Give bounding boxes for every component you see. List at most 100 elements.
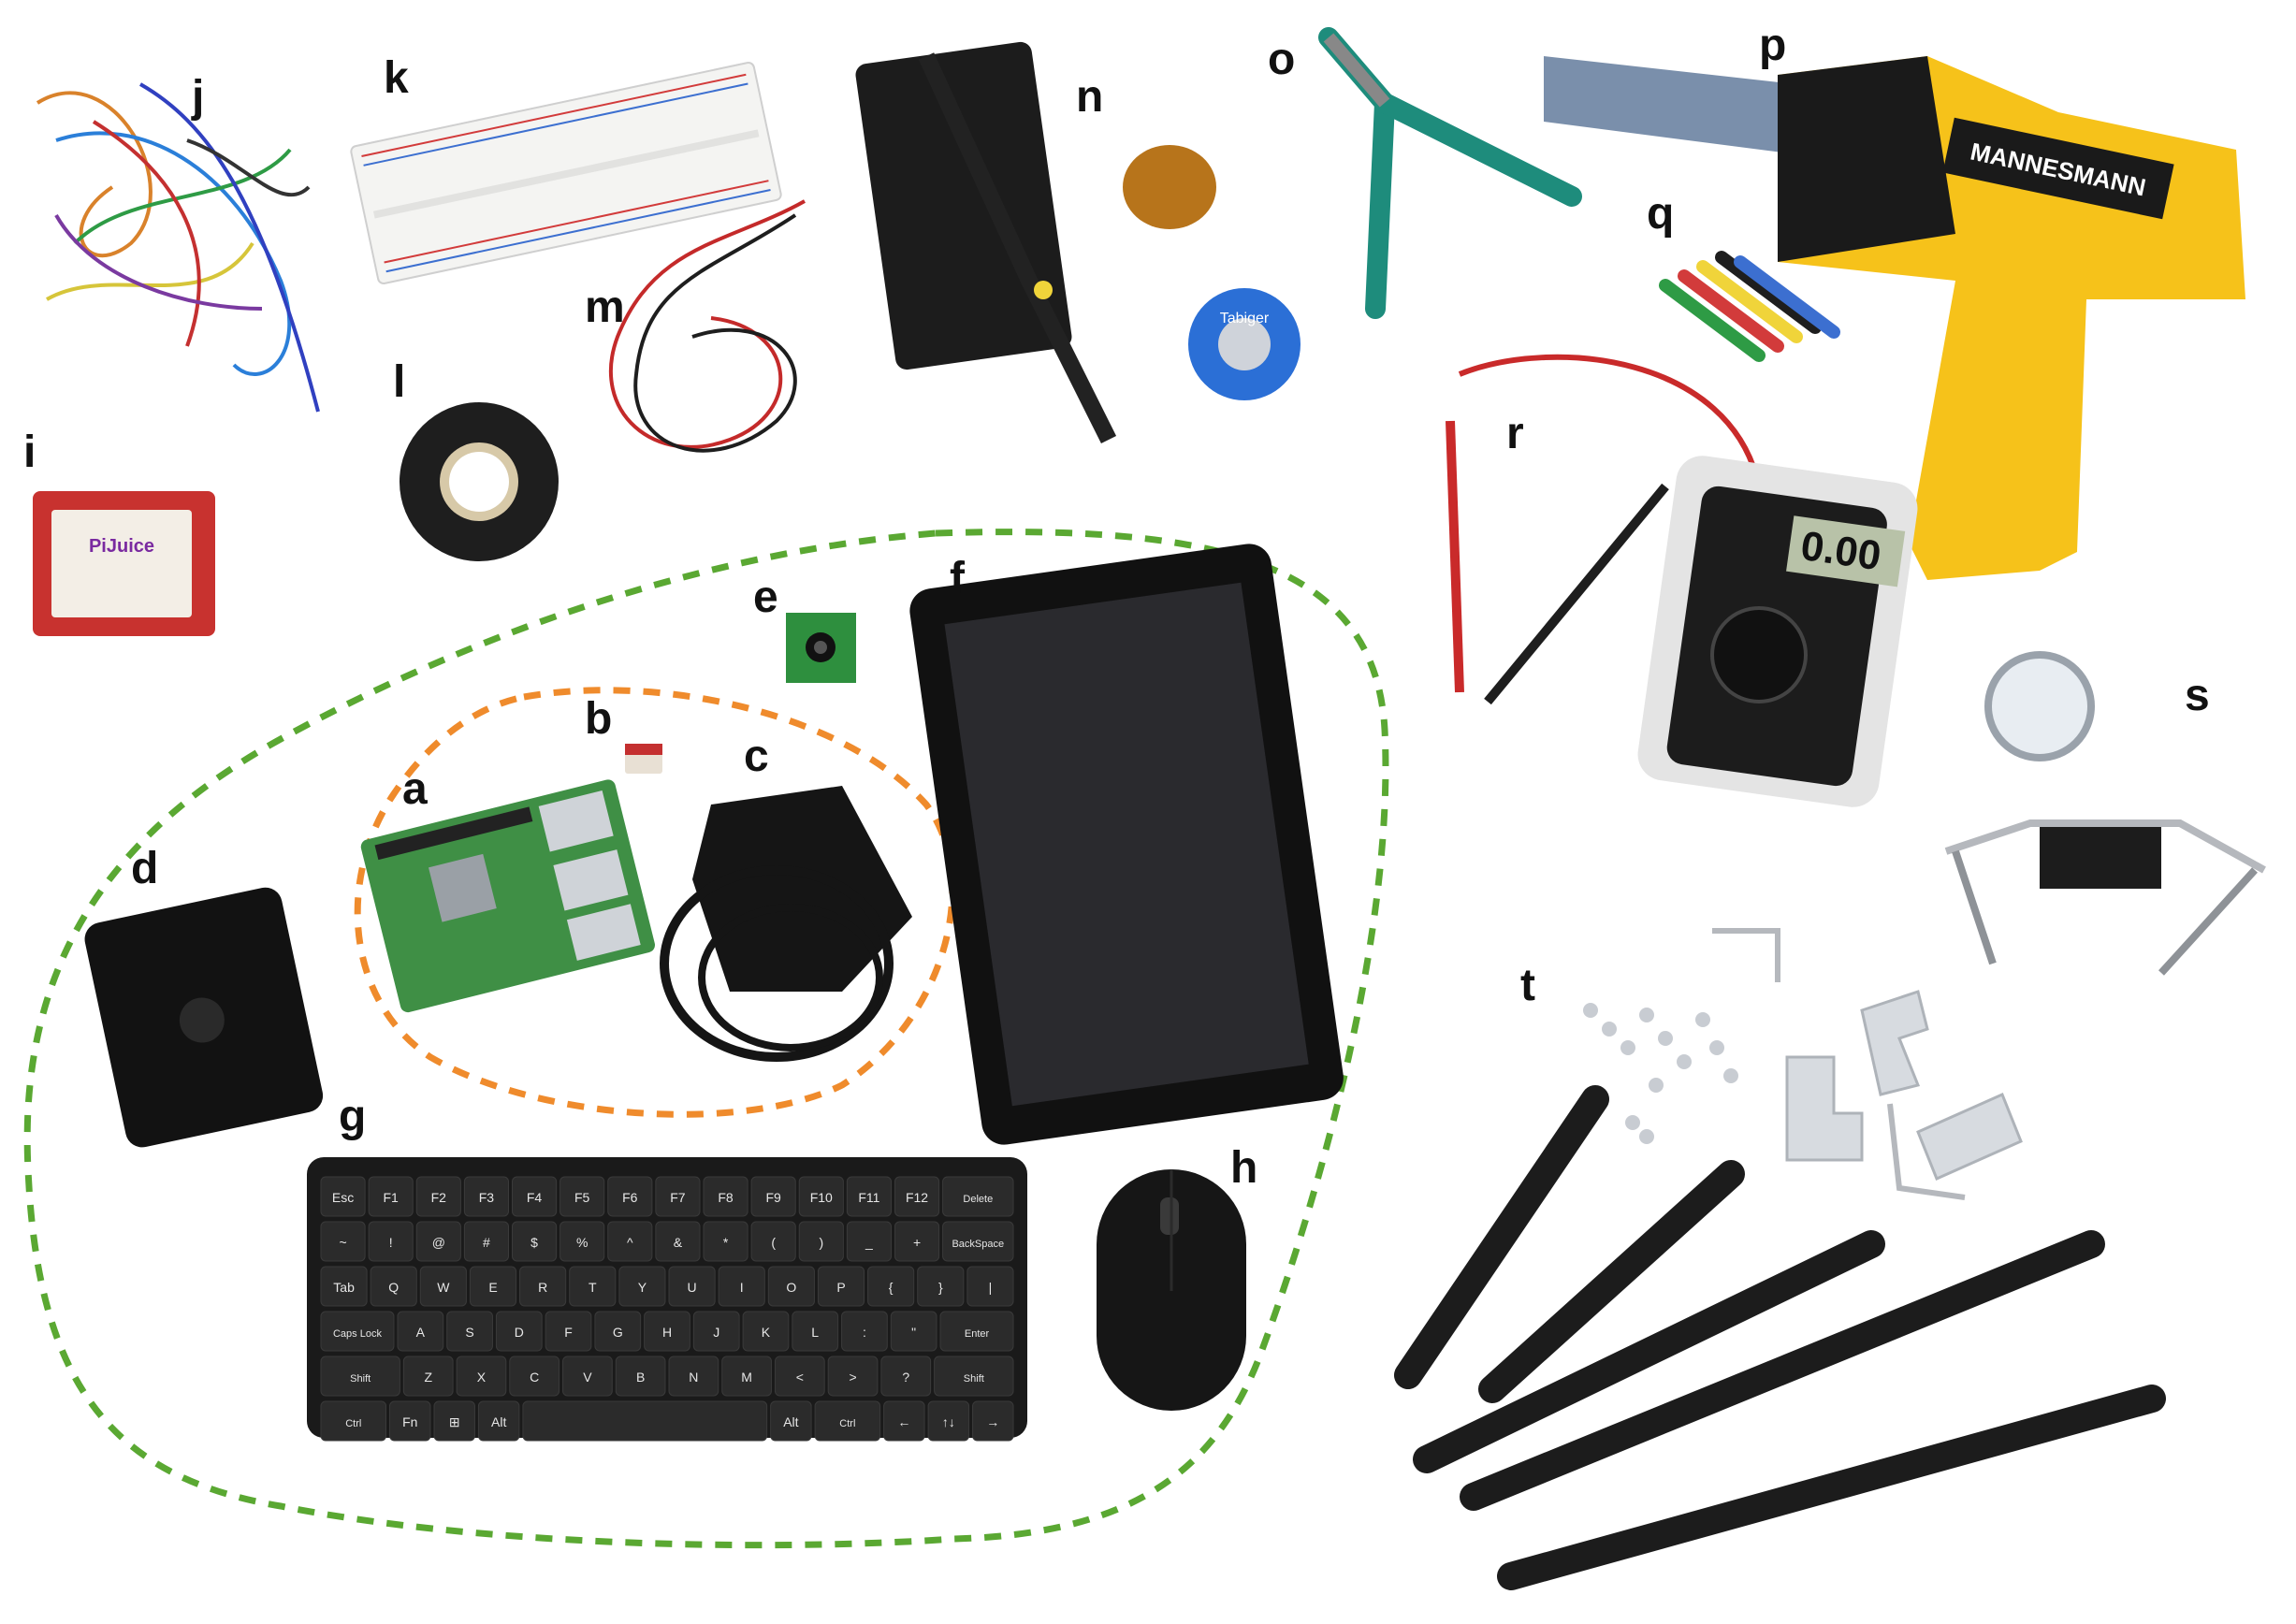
keyboard-key-label: Alt [783,1414,798,1429]
keyboard-key [742,1311,790,1352]
keyboard-key-label: $ [530,1235,538,1250]
keyboard-key [320,1266,368,1307]
keyboard-key [692,1311,740,1352]
screws [1583,1003,1738,1144]
label-n: n [1076,72,1104,122]
keyboard-key [618,1266,666,1307]
keyboard-key [846,1176,892,1217]
keyboard-key [817,1266,865,1307]
keyboard-key-label: Delete [963,1194,993,1205]
keyboard-key [419,1266,467,1307]
soldering-iron-stand [855,41,1216,444]
label-r: r [1506,409,1524,458]
keyboard-key-label: + [913,1235,921,1250]
keyboard-key [668,1356,719,1397]
keyboard-key-label: ← [897,1414,910,1429]
jumper-wires [36,82,320,413]
keyboard-key-label: # [483,1235,490,1250]
keyboard-key-label: ~ [339,1235,346,1250]
keyboard-key-label: C [530,1370,539,1385]
keyboard-key-label: F1 [384,1190,400,1205]
label-s: s [2185,671,2210,720]
electrical-tape [400,402,559,561]
keyboard-keys: Esc F1 F2 F3 F4 F5 F6 F7 F8 F9 F10 F11 F12 Delete ~! @ #… [320,1176,1014,1442]
keyboard-key [883,1400,925,1442]
keyboard-key-label: F8 [718,1190,734,1205]
label-c: c [744,732,769,781]
keyboard-key-label: ⊞ [449,1414,460,1429]
keyboard-key-label: Shift [964,1373,984,1385]
keyboard-key-label: F11 [858,1190,879,1205]
keyboard-key-label: N [689,1370,698,1385]
pijuice-text: PiJuice [89,536,154,557]
keyboard-key-label: O [786,1280,796,1295]
keyboard-key-label: D [515,1325,524,1340]
keyboard-key-label: } [938,1280,943,1295]
heat-gun: MANNESMANN [1544,56,2245,580]
keyboard-key [463,1221,509,1262]
micro-sd-card [625,744,662,774]
raspberry-pi-case [84,887,324,1148]
keyboard-key-label: H [662,1325,672,1340]
keyboard-key [770,1400,812,1442]
keyboard-key-label: Caps Lock [333,1328,382,1340]
cutting-pliers [1318,27,1582,319]
keyboard-key-label: Shift [350,1373,371,1385]
keyboard-key-label: ) [819,1235,823,1250]
keyboard-key [519,1266,567,1307]
keyboard-key [917,1266,965,1307]
keyboard-key [433,1400,475,1442]
label-g: g [339,1092,367,1141]
keyboard-key [942,1221,1014,1262]
keyboard-key [320,1221,366,1262]
keyboard-key [559,1221,605,1262]
keyboard-key-label: ( [771,1235,776,1250]
keyboard-key [890,1311,937,1352]
raspberry-pi-board [360,779,656,1013]
keyboard-key [446,1311,493,1352]
keyboard-key-label: & [674,1235,683,1250]
label-q: q [1647,189,1675,239]
keyboard-key [668,1266,716,1307]
keyboard-key [495,1311,543,1352]
keyboard-key [750,1221,796,1262]
keyboard-key [397,1311,444,1352]
keyboard-key-label: F3 [479,1190,495,1205]
keyboard-key-label: F2 [431,1190,447,1205]
mounting-brackets [1712,928,2023,1200]
label-k: k [384,53,409,103]
keyboard-key-label: | [989,1280,993,1295]
keyboard-key [402,1356,454,1397]
keyboard-key [511,1221,558,1262]
keyboard-key-label: Fn [402,1414,417,1429]
keyboard-key-label: Z [424,1370,432,1385]
keyboard-key-label: X [477,1370,487,1385]
label-a: a [402,764,428,814]
keyboard-key-label: T [589,1280,597,1295]
keyboard-key [607,1221,653,1262]
keyboard-key-label: U [688,1280,697,1295]
keyboard-key-label: E [488,1280,497,1295]
keyboard-key-label: F4 [527,1190,543,1205]
keyboard-key [368,1221,414,1262]
keyboard-key-label: Esc [332,1190,354,1205]
keyboard-key [389,1400,431,1442]
keyboard-key [703,1221,748,1262]
keyboard-key-label: < [796,1370,804,1385]
keyboard-key-label: → [986,1414,999,1429]
keyboard-key [867,1266,915,1307]
keyboard-key [972,1400,1014,1442]
keyboard-key [718,1266,765,1307]
green-group-outline [23,529,1389,1549]
keyboard-key-label: ? [902,1370,909,1385]
keyboard-key [792,1311,839,1352]
keyboard-key-label: Enter [965,1328,990,1340]
keyboard-key [934,1356,1014,1397]
keyboard-key-label: K [762,1325,771,1340]
keyboard-key [415,1176,461,1217]
aluminum-profiles [1394,1085,2166,1590]
keyboard-key [644,1311,690,1352]
keyboard-key-label: Q [388,1280,399,1295]
keyboard-key [559,1176,605,1217]
keyboard-key [511,1176,558,1217]
